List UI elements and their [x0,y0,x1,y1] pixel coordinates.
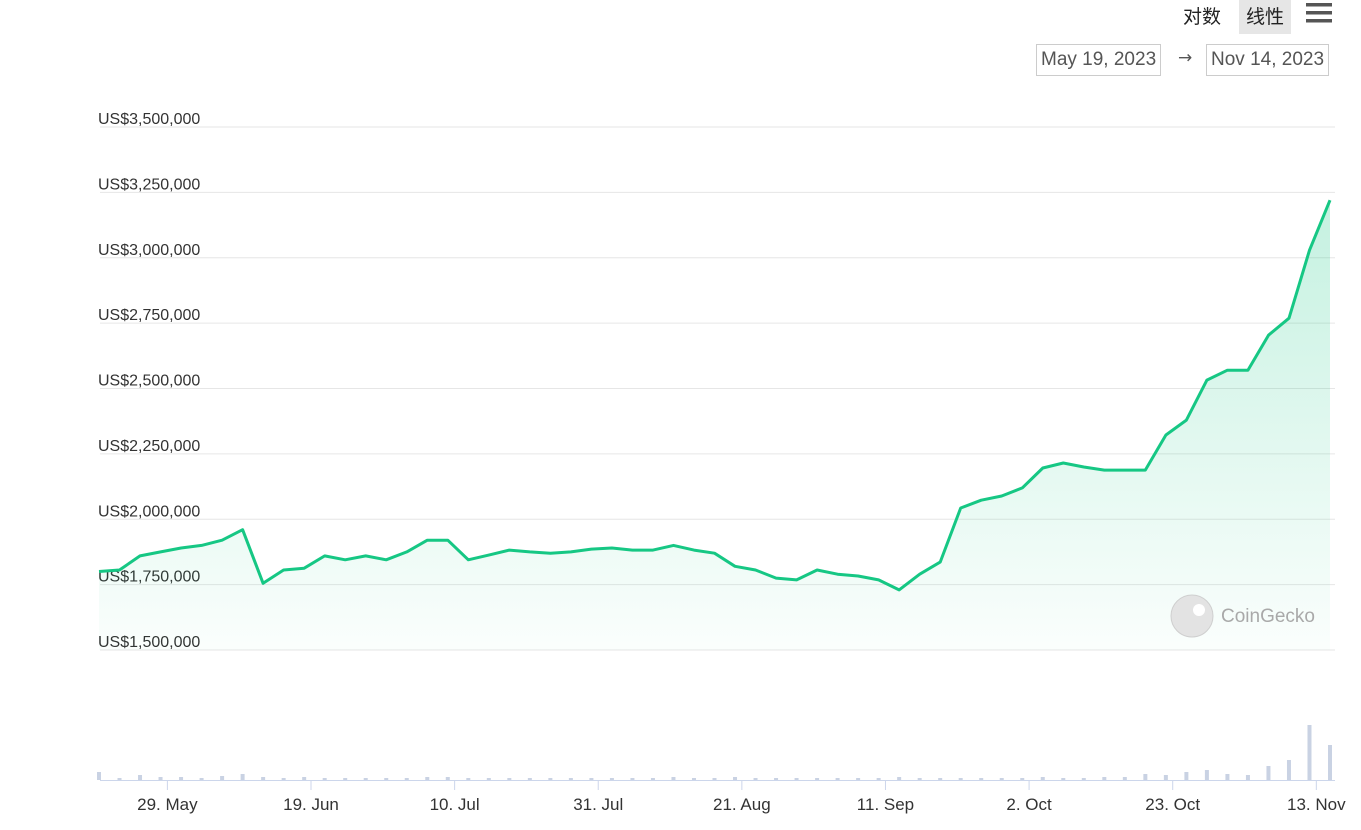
volume-bar [1163,775,1168,780]
volume-bar [917,778,922,780]
menu-icon[interactable] [1305,2,1335,26]
x-tick-label: 10. Jul [430,795,480,814]
x-tick-label: 2. Oct [1006,795,1052,814]
volume-bar [97,772,101,780]
watermark: CoinGecko [1221,606,1315,627]
menu-bar [1306,19,1332,23]
volume-bar [589,778,594,780]
volume-bar [568,778,573,780]
scale-button-selected[interactable]: 线性 [1239,0,1292,34]
volume-bar [466,778,471,780]
volume-bar [117,778,122,780]
volume-bar [897,777,902,780]
line [98,199,1332,592]
volume-bar [1266,766,1271,780]
volume-bar [753,778,758,780]
volume-bar [1040,777,1045,780]
volume-bar [179,777,184,780]
range-to[interactable]: Nov 14, 2023 [1206,44,1330,76]
volume-bar [425,777,430,780]
volume-bar [1225,774,1230,780]
volume-bar [1204,770,1209,780]
menu-bar [1306,3,1332,7]
volume-bar [343,778,348,780]
volume-bar [1307,725,1312,780]
volume-bar [1081,778,1086,780]
menu-bar [1306,11,1332,15]
watermark-logo-eye [1193,604,1205,616]
volume-bar [1286,760,1291,780]
volume-bar [835,778,840,780]
volume-bar [794,778,799,780]
volume-bar [815,778,820,780]
volume-bar [199,778,204,780]
y-tick-label: US$3,000,000 [98,242,200,259]
volume-bar [609,778,614,780]
volume-bar [548,778,553,780]
volume-bar [158,777,163,780]
volume-bar [650,778,655,780]
volume-bar [1020,778,1025,780]
volume-bar [404,778,409,780]
y-tick-label: US$2,500,000 [98,373,200,390]
volume-bar [363,778,368,780]
x-tick-label: 29. May [137,795,198,814]
volume-bar [856,778,861,780]
volume-bar [1143,774,1148,780]
volume-bar [979,778,984,780]
volume-bar [220,776,225,780]
y-tick-label: US$2,000,000 [98,503,200,520]
range-separator: → [1178,48,1193,68]
watermark-logo [1170,594,1214,638]
volume-bar [733,777,738,780]
volume-bar [1184,772,1189,780]
y-tick-label: US$3,250,000 [98,176,200,193]
x-tick-label: 21. Aug [713,795,771,814]
volume-bar [302,777,307,780]
volume-bar [999,778,1004,780]
volume-bar [445,777,450,780]
volume-bar [486,778,491,780]
volume-bar [507,778,512,780]
y-tick-label: US$2,250,000 [98,438,200,455]
volume-bar [938,778,943,780]
volume-bar [712,778,717,780]
volume-bar [138,775,143,780]
y-tick-label: US$3,500,000 [98,111,200,128]
volume-bar [691,778,696,780]
volume-bar [261,777,266,780]
volume-bar [630,778,635,780]
volume-bar [876,778,881,780]
volume-bar [1245,775,1250,780]
x-tick-label: 23. Oct [1145,795,1200,814]
volume-bar [1328,745,1332,780]
range-from[interactable]: May 19, 2023 [1036,44,1162,76]
x-tick-label: 31. Jul [573,795,623,814]
y-tick-label: US$2,750,000 [98,307,200,324]
area [99,200,1330,650]
volume-bar [1102,777,1107,780]
volume-bar [958,778,963,780]
volume-bar [527,778,532,780]
scale-button[interactable]: 对数 [1183,6,1222,28]
volume-bar [1122,777,1127,780]
volume-bar [774,778,779,780]
volume-bar [384,778,389,780]
volume-bar [240,774,245,780]
volume-bar [1061,778,1066,780]
volume-bar [281,778,286,780]
x-tick-label: 13. Nov [1287,795,1346,814]
x-tick-label: 19. Jun [283,795,339,814]
x-tick-label: 11. Sep [857,795,914,814]
volume-bar [671,777,676,780]
volume-bar [322,778,327,780]
